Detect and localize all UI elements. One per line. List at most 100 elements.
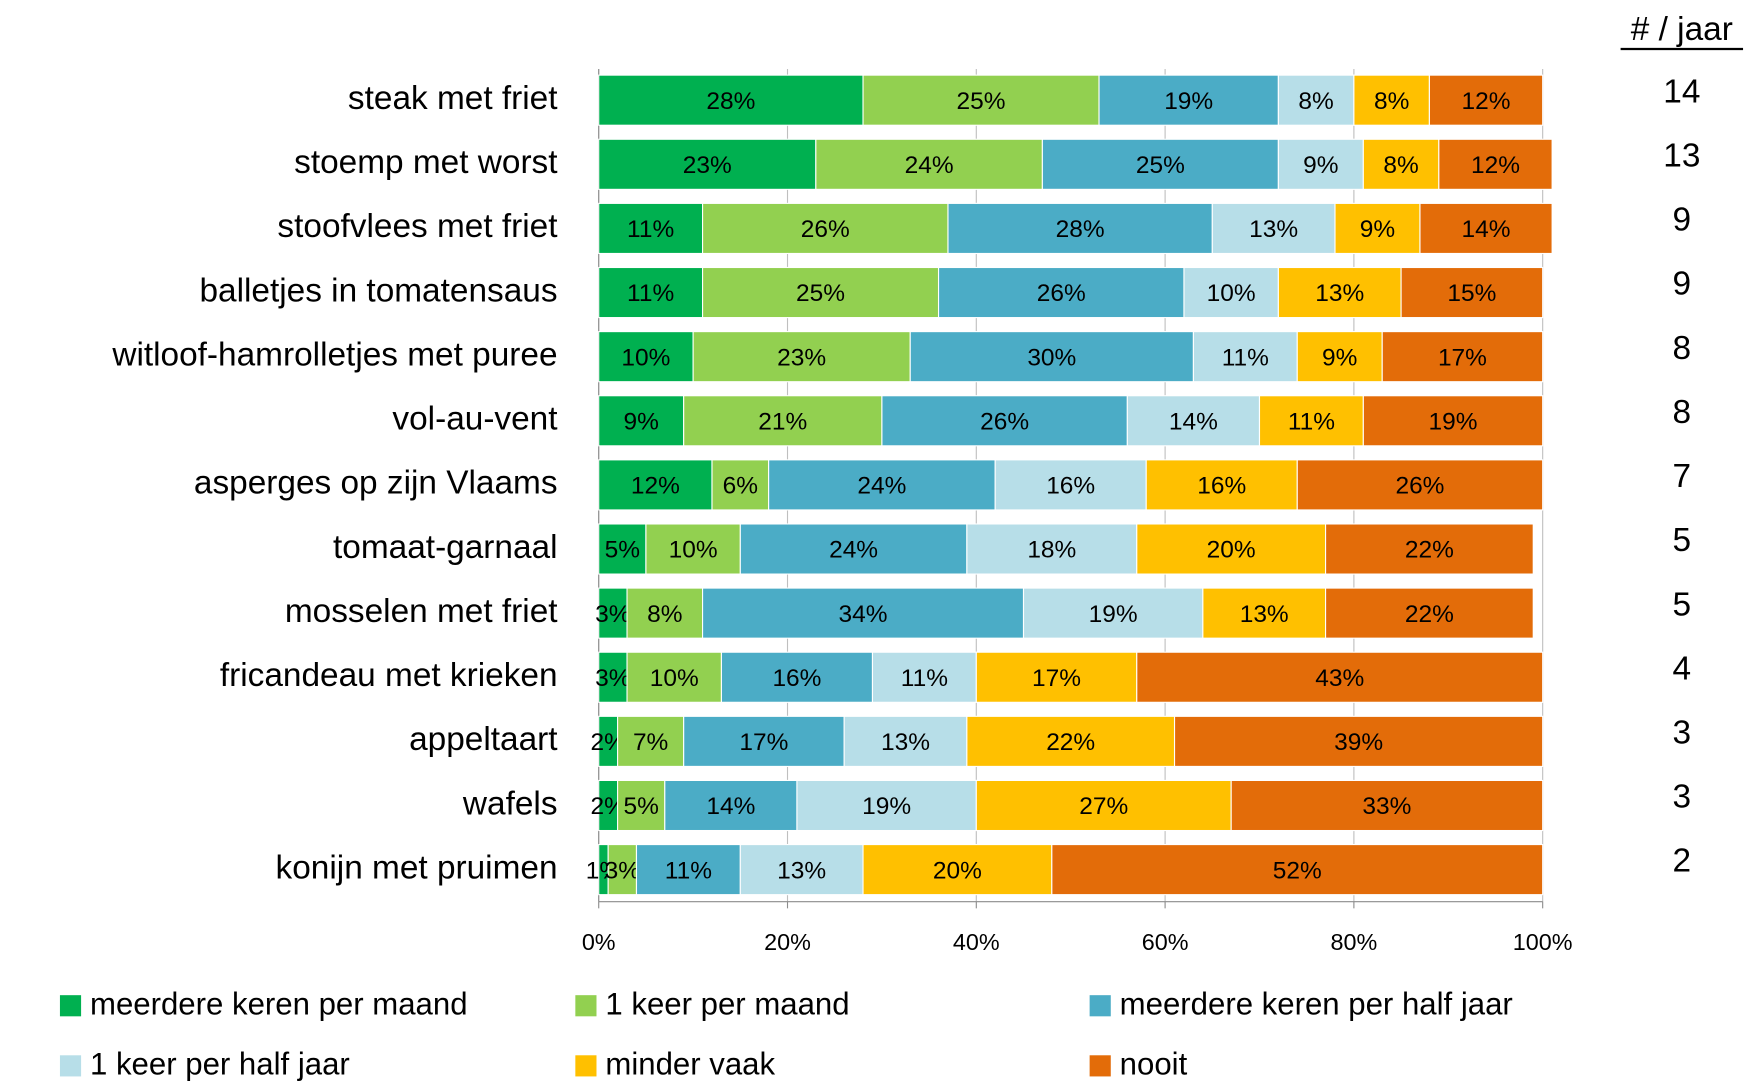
value-label: 9%	[1360, 216, 1395, 243]
bar-segment	[598, 202, 704, 255]
value-label: 9%	[624, 408, 659, 435]
value-label: 24%	[905, 152, 954, 179]
bar-segment	[975, 779, 1232, 832]
bar-segment	[1325, 587, 1534, 639]
bar-segment	[871, 651, 977, 703]
bar-segment	[598, 523, 647, 575]
value-label: 10%	[1207, 280, 1256, 307]
value-label: 20%	[933, 857, 982, 884]
bar-segment	[909, 331, 1194, 383]
value-label: 33%	[1362, 793, 1411, 820]
bar-segment	[701, 266, 940, 319]
legend-label: 1 keer per maand	[605, 987, 849, 1022]
bar-segment	[701, 587, 1025, 639]
bar-segment	[1325, 523, 1534, 575]
side-value: 14	[1663, 73, 1700, 110]
bar-segment	[711, 459, 770, 511]
bar-segment	[607, 844, 638, 896]
bar-segment	[843, 715, 968, 767]
value-label: 28%	[706, 88, 755, 115]
bar-segment	[881, 395, 1128, 447]
bar-segment	[1173, 715, 1544, 767]
value-label: 26%	[801, 216, 850, 243]
legend-swatch	[59, 1055, 82, 1077]
bar-segment	[1419, 202, 1553, 255]
bar-segment	[598, 266, 704, 319]
category-label: asperges op zijn Vlaams	[194, 465, 558, 502]
x-tick-label: 60%	[1142, 929, 1189, 955]
category-label: fricandeau met krieken	[220, 657, 558, 694]
side-value: 4	[1673, 650, 1692, 687]
value-label: 25%	[1136, 152, 1185, 179]
bar-segment	[739, 523, 968, 575]
value-label: 11%	[665, 857, 712, 884]
bar-segment	[598, 587, 628, 639]
value-label: 11%	[1288, 408, 1335, 435]
x-tick-label: 40%	[953, 929, 1000, 955]
value-label: 11%	[627, 216, 674, 243]
value-label: 13%	[881, 729, 930, 756]
value-label: 8%	[1383, 152, 1418, 179]
bar-segment	[720, 651, 874, 703]
bar-segment	[815, 138, 1043, 190]
bar-segment	[1277, 138, 1364, 190]
value-label: 22%	[1046, 729, 1095, 756]
legend-label: meerdere keren per maand	[90, 987, 468, 1022]
bar-segment	[1334, 202, 1421, 255]
bar-segment	[1258, 395, 1364, 447]
legend-swatch	[1089, 995, 1111, 1017]
value-label: 43%	[1315, 665, 1364, 692]
value-label: 10%	[650, 665, 699, 692]
value-label: 9%	[1322, 344, 1357, 371]
value-label: 17%	[739, 729, 788, 756]
value-label: 12%	[1462, 88, 1511, 115]
value-label: 14%	[706, 793, 755, 820]
value-label: 8%	[647, 601, 682, 628]
bar-segment	[1438, 138, 1553, 190]
value-label: 22%	[1405, 537, 1454, 564]
bar-segment	[768, 459, 996, 511]
bar-segment	[1362, 395, 1544, 447]
bar-segment	[937, 266, 1185, 319]
legend-label: 1 keer per half jaar	[90, 1047, 350, 1082]
category-label: appeltaart	[409, 721, 558, 758]
side-value: 5	[1673, 522, 1692, 559]
bar-segment	[1022, 587, 1204, 639]
side-value: 5	[1673, 586, 1692, 623]
side-value: 3	[1673, 779, 1692, 816]
value-label: 19%	[862, 793, 911, 820]
value-label: 30%	[1027, 344, 1076, 371]
bar-segment	[1136, 651, 1544, 703]
value-label: 19%	[1089, 601, 1138, 628]
value-label: 3%	[605, 857, 640, 884]
value-label: 26%	[1395, 473, 1444, 500]
value-label: 11%	[627, 280, 674, 307]
side-value: 9	[1673, 202, 1692, 239]
value-label: 25%	[796, 280, 845, 307]
value-label: 5%	[624, 793, 659, 820]
side-value: 8	[1673, 394, 1692, 431]
value-label: 7%	[633, 729, 668, 756]
bar-segment	[862, 844, 1053, 896]
value-label: 13%	[777, 857, 826, 884]
x-tick-label: 80%	[1331, 929, 1378, 955]
bar-segment	[1296, 331, 1383, 383]
bar-segment	[598, 651, 628, 703]
bar-segment	[739, 844, 864, 896]
side-value: 3	[1673, 715, 1692, 752]
bar-segment	[701, 202, 949, 255]
category-label: mosselen met friet	[285, 593, 558, 630]
value-label: 13%	[1249, 216, 1298, 243]
value-label: 15%	[1447, 280, 1496, 307]
value-label: 8%	[1374, 88, 1409, 115]
legend-swatch	[59, 995, 82, 1017]
column-title: # / jaar	[1631, 11, 1733, 48]
side-value: 8	[1673, 330, 1692, 367]
bar-segment	[796, 779, 977, 832]
legend-swatch	[1089, 1055, 1111, 1077]
value-label: 8%	[1298, 88, 1333, 115]
value-label: 34%	[839, 601, 888, 628]
value-label: 16%	[1046, 473, 1095, 500]
value-label: 23%	[683, 152, 732, 179]
